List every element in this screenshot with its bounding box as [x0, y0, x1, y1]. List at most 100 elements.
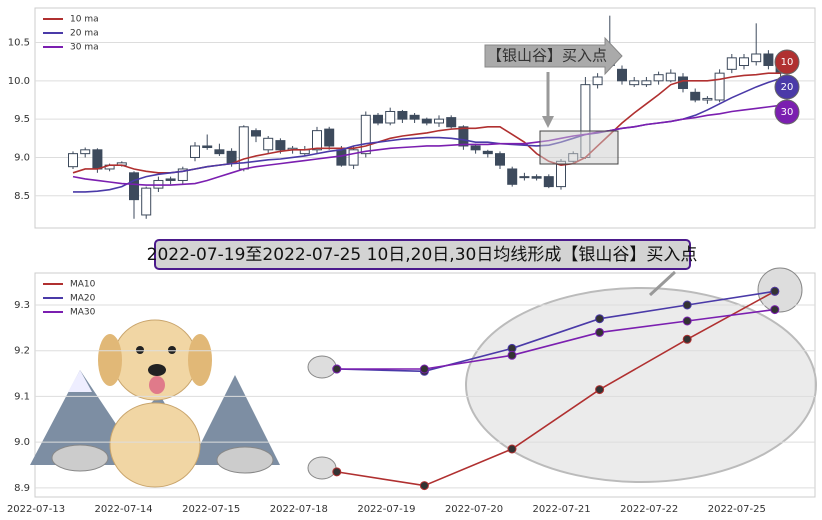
legend-label: MA10	[70, 280, 96, 290]
candle-body	[690, 91, 701, 101]
y-tick-label: 9.3	[14, 300, 30, 311]
x-tick-label: 2022-07-19	[357, 504, 415, 515]
ingot	[216, 446, 274, 474]
point	[682, 334, 692, 344]
candle-body	[336, 149, 347, 166]
candle-body	[763, 53, 774, 66]
candle-body	[214, 149, 225, 155]
x-tick-label: 2022-07-21	[533, 504, 591, 515]
y-tick-label: 9.0	[14, 437, 30, 448]
candle-body	[629, 80, 640, 86]
point	[595, 327, 605, 337]
candle-body	[92, 149, 103, 170]
y-tick-label: 10.0	[8, 76, 30, 87]
candle-body	[592, 76, 603, 86]
y-tick-label: 9.0	[14, 152, 30, 163]
legend-label: MA20	[70, 294, 96, 304]
pointer-head	[542, 116, 554, 128]
point	[595, 385, 605, 395]
ma-line	[336, 308, 775, 370]
ingot	[51, 444, 109, 472]
candle-body	[519, 176, 530, 179]
dog-eye	[136, 346, 144, 354]
candle-body	[702, 97, 713, 101]
dog-tongue	[149, 376, 165, 394]
end-label: 20	[781, 82, 794, 93]
dog-ear	[188, 334, 212, 386]
pointer	[648, 270, 677, 297]
dog-nose	[148, 364, 166, 376]
ingot	[757, 267, 803, 313]
dog-ear	[98, 334, 122, 386]
legend-label: 30 ma	[70, 43, 99, 53]
x-tick-label: 2022-07-14	[95, 504, 153, 515]
candle-body	[360, 114, 371, 155]
candle-body	[653, 74, 664, 82]
end-label: 10	[781, 57, 794, 68]
candle-body	[165, 178, 176, 181]
candle-body	[397, 110, 408, 120]
x-tick-label: 2022-07-25	[708, 504, 766, 515]
bottom-plot: 8.9 9.0 9.1 9.2 9.3 2022-07-13 2022-07-14 2022-…	[7, 280, 815, 515]
point	[332, 364, 342, 374]
point	[682, 300, 692, 310]
candle-body	[507, 168, 518, 185]
ma-line	[72, 104, 781, 186]
y-tick-label: 8.9	[14, 483, 30, 494]
candle-body	[531, 176, 542, 179]
annotation-arrow	[484, 36, 623, 76]
candle-body	[141, 187, 152, 216]
point	[770, 286, 780, 296]
candle-body	[726, 57, 737, 70]
y-tick-label: 9.1	[14, 391, 30, 402]
annotation: 【银山谷】买入点	[487, 47, 607, 65]
candle-body	[470, 145, 481, 151]
ma-line	[336, 290, 776, 487]
candle-body	[446, 117, 457, 128]
x-tick-label: 2022-07-18	[270, 504, 328, 515]
candle-body	[190, 145, 200, 158]
legend-label: MA30	[70, 308, 96, 318]
candle-body	[251, 130, 261, 137]
end-label: 30	[781, 107, 794, 118]
candle-body	[543, 176, 554, 188]
point	[770, 305, 780, 315]
y-tick-label: 9.5	[14, 114, 30, 125]
candle-body	[739, 57, 749, 66]
candle-body	[434, 118, 444, 124]
end-badge	[774, 49, 800, 75]
banner	[154, 239, 691, 270]
x-tick-label: 2022-07-20	[445, 504, 503, 515]
top-frame	[34, 7, 816, 229]
point	[419, 364, 429, 374]
candle-body	[348, 149, 359, 166]
x-tick-label: 2022-07-15	[182, 504, 240, 515]
point	[682, 316, 692, 326]
ingot	[307, 456, 337, 480]
candle-body	[80, 149, 91, 155]
candle-body	[177, 168, 188, 181]
candle-body	[202, 145, 213, 149]
candle-body	[678, 76, 688, 89]
candle-body	[495, 153, 505, 166]
candle-body	[641, 80, 652, 86]
candle-body	[385, 110, 396, 124]
candle-body	[324, 128, 335, 147]
candle-body	[409, 114, 420, 120]
candle-body	[312, 130, 322, 151]
x-tick-label: 2022-07-22	[620, 504, 678, 515]
point	[419, 481, 429, 491]
point	[332, 467, 342, 477]
candle-body	[751, 53, 762, 63]
candle-body	[129, 172, 139, 201]
candle-body	[68, 153, 78, 168]
candle-body	[714, 72, 725, 101]
candle-body	[665, 72, 676, 82]
chart-title: 2022-07-19至2022-07-25 10日,20日,30日均线形成【银山…	[147, 245, 698, 265]
candle-body	[617, 68, 627, 82]
snowcap	[68, 370, 92, 392]
candle-body	[482, 150, 493, 155]
end-badge	[774, 74, 800, 100]
